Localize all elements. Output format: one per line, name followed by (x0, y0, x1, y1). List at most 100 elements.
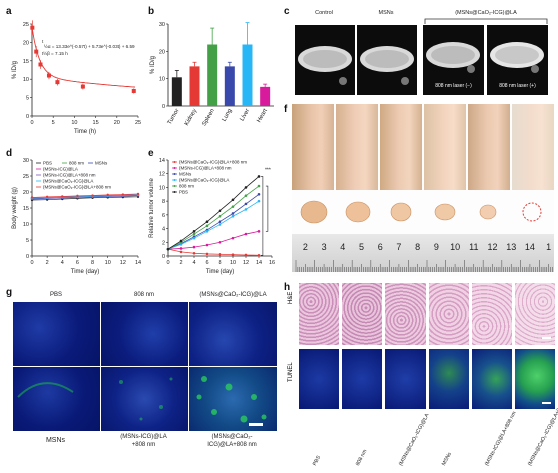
y-tick-label: 5 (26, 96, 29, 102)
c-laser-off-label: 808 nm laser (−) (435, 83, 472, 89)
c-image-control (294, 24, 356, 96)
data-point (166, 247, 170, 251)
bar (189, 66, 200, 106)
legend-label: PBS (43, 161, 52, 166)
y-tick-label: 0 (162, 104, 165, 110)
h-tunel-image (470, 348, 513, 410)
data-point (55, 80, 60, 85)
g-image (100, 366, 189, 432)
data-point (179, 250, 183, 254)
ruler-number: 14 (525, 242, 535, 252)
h-he-image (341, 282, 384, 346)
legend-marker (173, 191, 176, 193)
bar (242, 44, 253, 106)
data-point (218, 209, 222, 213)
data-point (179, 243, 183, 246)
x-tick-label: 6 (76, 260, 79, 266)
data-point (244, 186, 248, 189)
c-image-laser-off: 808 nm laser (−) (422, 24, 485, 96)
x-tick-label: 2 (179, 260, 182, 266)
data-point (136, 192, 140, 196)
x-tick-label: 4 (192, 260, 195, 266)
y-tick-label: 0 (26, 254, 29, 260)
pk-halflife: t½β = 7.15 h (42, 50, 68, 56)
f-mouse-photo (292, 104, 334, 190)
y-tick-label: 20 (23, 40, 29, 46)
y-axis-label: Body weight (g) (12, 187, 18, 229)
x-tick-label: 0 (30, 120, 33, 126)
y-tick-label: 10 (23, 77, 29, 83)
series-line (167, 200, 260, 250)
chart-d: 0 5 10 15 20 25 30 0 2 4 6 8 10 12 14 PBS 808 nm MSNs (MSN… (12, 158, 141, 275)
data-point (76, 194, 79, 198)
bar (207, 44, 218, 106)
data-point (205, 243, 209, 247)
legend-label: (MSNs@CaO₂-ICG)@LA+808 nm (179, 160, 247, 165)
ruler-number: 2 (303, 242, 308, 252)
g-image (100, 301, 189, 367)
data-point (38, 62, 43, 67)
data-point (218, 240, 222, 244)
legend-label: (MSNs@CaO₂-ICG)@LA (179, 178, 229, 183)
data-point (30, 196, 34, 199)
chart-b: 0 10 20 30 Tumor Kidney Spleen Lung Liver Heart % … (150, 22, 274, 127)
g-bottom-title: MSNs (45, 437, 66, 444)
h-scale-bar (542, 337, 552, 339)
x-tick-label: 0 (166, 260, 169, 266)
h-col-label: (MSNs@CaO₂-ICG)@LA (398, 412, 431, 467)
sig-bracket (265, 185, 269, 232)
ruler-number: 10 (450, 242, 460, 252)
h-col-label: (MSNs-ICG)@LA+808 nm (484, 410, 518, 467)
series-line (31, 194, 139, 200)
h-he-image (298, 282, 341, 346)
panel-label-f: f (284, 104, 288, 115)
data-point (34, 49, 39, 54)
data-point (257, 184, 261, 188)
ruler-number: 7 (396, 242, 401, 252)
x-tick-label: 15 (93, 120, 99, 126)
legend-label: (MSNs-ICG)@LA (43, 167, 78, 172)
g-image (188, 301, 278, 367)
data-point (231, 236, 235, 240)
panel-g-fluorescence: PBS 808 nm (MSNs@CaO₂-ICG)@LA MSNs (MSNs… (12, 290, 278, 470)
ruler-number: 9 (434, 242, 439, 252)
g-bottom-title: (MSNs@CaO₂- ICG)@LA+808 nm (207, 434, 257, 448)
x-tick-label: 8 (91, 260, 94, 266)
f-ruler: 2 3 4 5 6 7 8 9 10 11 12 13 14 1 (292, 234, 557, 272)
y-tick-label: 5 (26, 238, 29, 244)
data-point (257, 230, 261, 233)
h-tunel-image (384, 348, 427, 410)
h-scale-bar (542, 402, 552, 404)
h-col-label: MSNs (441, 451, 453, 467)
fit-curve (31, 28, 136, 88)
g-image (12, 301, 101, 367)
data-point (244, 208, 248, 211)
data-point (192, 251, 196, 255)
sig-bracket (260, 176, 264, 256)
data-point (231, 205, 235, 208)
data-point (244, 253, 248, 257)
h-he-row (298, 282, 557, 346)
legend-marker (173, 167, 176, 169)
data-point (131, 88, 136, 93)
data-point (218, 252, 222, 256)
bar (224, 66, 235, 106)
x-tick-label: 25 (135, 120, 141, 126)
h-col-label: PBS (312, 454, 323, 467)
x-tick-label: 5 (52, 120, 55, 126)
x-axis-label: Time (day) (206, 269, 234, 275)
c-group-bracket (424, 18, 548, 24)
data-point (46, 73, 51, 78)
bar (171, 77, 182, 106)
y-tick-label: 20 (159, 49, 165, 55)
data-point (179, 247, 183, 250)
data-point (121, 193, 125, 196)
y-axis-label: Relative tumor volume (149, 177, 155, 237)
legend-label: (MSNs-ICG)@LA+808 nm (179, 166, 232, 171)
y-tick-label: 10 (159, 185, 165, 191)
g-image (188, 366, 278, 432)
data-point (45, 195, 49, 198)
legend-marker (173, 173, 176, 175)
panel-label-e: e (148, 148, 154, 159)
legend-label: (MSNs-ICG)@LA+808 nm (43, 173, 96, 178)
